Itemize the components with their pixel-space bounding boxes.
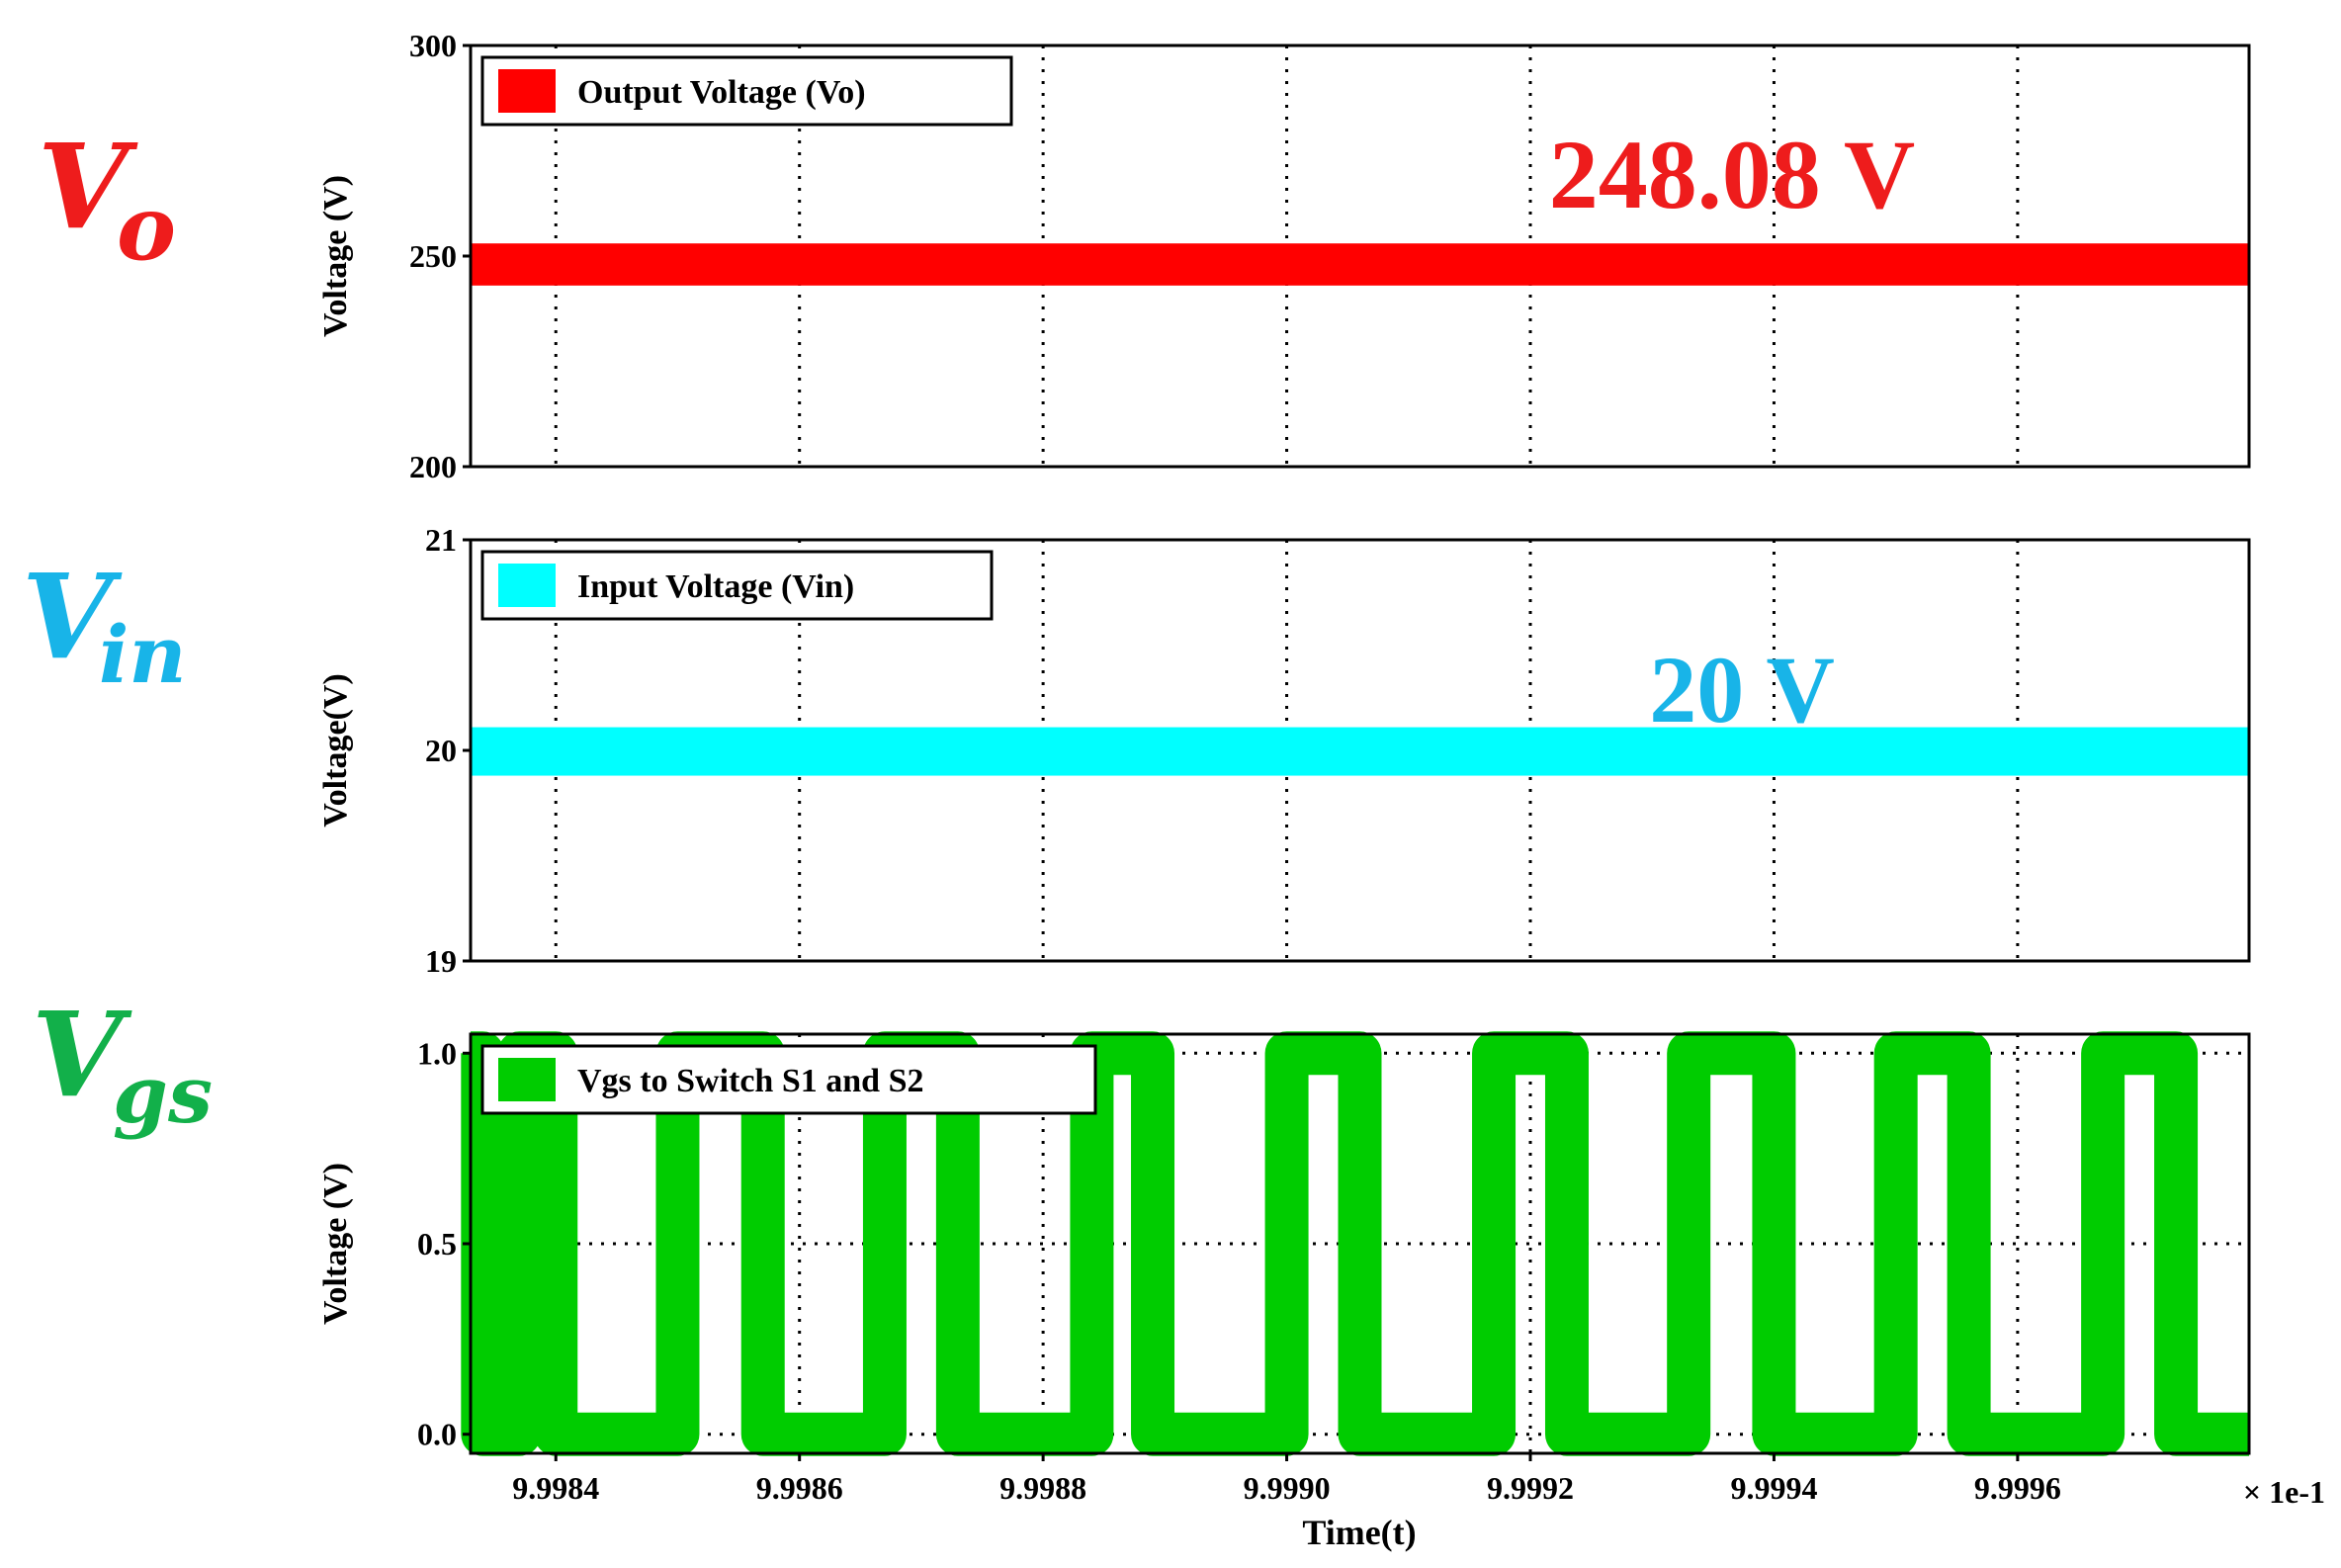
side-label-vo-sub: o (117, 176, 176, 281)
x-tick-label: 9.9986 (756, 1470, 843, 1506)
y-tick-label-vo: 200 (409, 449, 457, 484)
y-axis-label-vo: Voltage (V) (317, 175, 354, 337)
x-tick-label: 9.9996 (1974, 1470, 2061, 1506)
panel-vin: 19 20 21 Voltage(V) Input Voltage (Vin) 20 V (317, 522, 2251, 979)
series-band-vin (471, 727, 2249, 776)
legend-box (480, 55, 1013, 127)
x-tick-label: 9.9988 (999, 1470, 1086, 1506)
x-axis-multiplier: × 1e-1 (2243, 1474, 2325, 1510)
legend-vo: Output Voltage (Vo) (480, 55, 1013, 127)
y-tick-label-vin: 19 (425, 943, 457, 979)
legend-vgs: Vgs to Switch S1 and S2 (480, 1044, 1097, 1115)
x-tick-label: 9.9994 (1730, 1470, 1817, 1506)
y-tick-label-vgs: 1.0 (417, 1035, 457, 1071)
y-tick-label-vo: 300 (409, 28, 457, 63)
side-label-vin-main: V (22, 548, 123, 685)
y-tick-label-vin: 21 (425, 522, 457, 558)
legend-vin: Input Voltage (Vin) (480, 550, 994, 621)
panel-vgs: 0.0 0.5 1.0 Voltage (V) Vgs to Switch S1 and… (317, 1031, 2251, 1456)
value-annotation-vo: 248.08 V (1549, 120, 1915, 229)
value-annotation-vin: 20 V (1649, 637, 1835, 742)
x-tick-label: 9.9990 (1244, 1470, 1331, 1506)
side-label-vgs-main: V (32, 986, 132, 1123)
panel-vo: 200 250 300 Voltage (V) Output Voltage (Vo) 2… (317, 28, 2251, 484)
x-axis: 9.9984 9.9986 9.9988 9.9990 9.9992 9.9994 9.99… (512, 1453, 2061, 1506)
legend-label: Output Voltage (Vo) (577, 74, 866, 111)
side-label-vgs: V gs (32, 986, 213, 1141)
legend-swatch (498, 69, 556, 113)
x-tick-label: 9.9992 (1487, 1470, 1574, 1506)
legend-label: Vgs to Switch S1 and S2 (577, 1063, 923, 1099)
series-band-vo (471, 243, 2249, 286)
series-line-vgs (461, 1031, 2249, 1456)
y-tick-label-vgs: 0.5 (417, 1226, 457, 1262)
legend-box (480, 550, 994, 621)
side-label-vin-sub: in (99, 608, 187, 701)
x-axis-label: Time(t) (1302, 1513, 1416, 1552)
y-tick-label-vo: 250 (409, 238, 457, 274)
y-tick-label-vin: 20 (425, 733, 457, 768)
x-tick-label: 9.9984 (512, 1470, 599, 1506)
side-label-vo: V o (38, 118, 176, 281)
legend-swatch (498, 1058, 556, 1101)
y-axis-label-vgs: Voltage (V) (317, 1163, 354, 1325)
side-label-vgs-sub: gs (113, 1048, 213, 1141)
y-tick-label-vgs: 0.0 (417, 1417, 457, 1452)
legend-swatch (498, 564, 556, 607)
side-label-vo-main: V (38, 118, 138, 255)
y-axis-label-vin: Voltage(V) (317, 673, 354, 828)
side-label-vin: V in (22, 548, 187, 701)
legend-label: Input Voltage (Vin) (577, 568, 854, 605)
legend-box (480, 1044, 1097, 1115)
